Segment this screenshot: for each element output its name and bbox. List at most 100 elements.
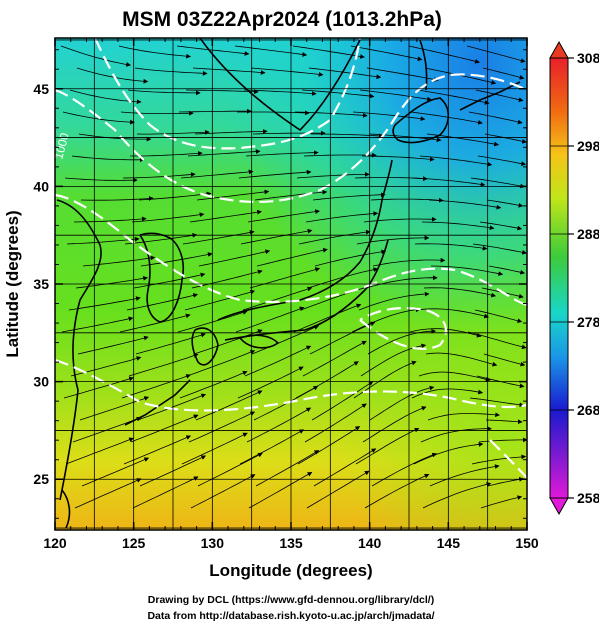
y-tick-label: 40 [33,178,49,194]
streamline [352,111,426,122]
x-tick-label: 125 [122,535,146,551]
streamline [252,130,326,136]
isobar-1008 [55,193,527,307]
streamline [176,45,250,56]
streamline [351,307,421,333]
streamline [358,291,430,311]
streamline [248,472,313,509]
streamline [466,45,526,63]
coastline-kurils [459,81,521,111]
x-tick-label: 150 [515,535,539,551]
streamline [312,192,386,201]
isobar-1012 [55,358,527,412]
isobar-contours [55,38,527,479]
streamline [292,45,365,59]
colorbar-label: 298 [577,138,599,154]
streamline [180,169,254,179]
streamline [486,199,524,208]
streamline [365,275,438,289]
streamline [256,247,328,267]
streamline [416,308,489,319]
x-tick-label: 120 [43,535,67,551]
streamline [426,133,499,147]
streamline [301,89,375,99]
streamline [130,414,199,443]
streamline [362,406,427,443]
streamline [350,45,423,62]
x-tick-label: 135 [279,535,303,551]
y-tick-label: 45 [33,81,49,97]
streamline [62,111,135,125]
streamline [249,267,321,289]
streamline [134,67,208,76]
colorbar-label: 288 [577,226,599,242]
streamline [182,230,255,245]
y-tick-label: 35 [33,276,49,292]
map-plot-area: 1000 [55,38,527,530]
coastline-russia [199,38,361,132]
streamline [303,152,377,158]
streamline [131,212,205,223]
streamline [234,45,308,57]
streamline [359,89,433,102]
streamline [421,221,495,231]
streamline [128,353,199,377]
streamline [355,427,420,465]
streamline [470,177,526,189]
streamline [72,416,142,443]
streamline [122,172,196,179]
streamline [314,249,387,267]
streamline [428,199,502,210]
colorbar-gradient [549,57,569,499]
streamline [135,332,206,355]
streamline [198,249,271,267]
streamline [240,228,313,245]
streamline [361,155,435,162]
streamline [245,150,319,157]
colorbar-bottom-triangle [549,497,569,516]
streamline [482,67,525,80]
streamline [68,296,141,311]
streamline [82,255,156,267]
streamline [243,89,317,96]
streamline [368,133,442,143]
streamline [118,45,191,59]
x-tick-label: 130 [201,535,225,551]
streamline [124,233,198,245]
streamline [356,235,430,245]
streamline [74,478,142,509]
streamline [70,356,142,377]
streamline [75,276,148,289]
streamline [137,393,207,421]
streamline [60,45,132,67]
streamline [126,293,199,311]
streamline [417,89,490,105]
streamline [64,177,138,183]
streamline [130,150,203,157]
credit-data: Data from http://database.rish.kyoto-u.a… [147,610,434,622]
streamline [246,407,312,443]
streamline [63,376,134,399]
streamline [369,385,435,421]
streamline [237,366,304,399]
streamline [408,45,480,64]
streamline [483,353,526,367]
streamline [185,89,259,95]
streamline [305,211,379,223]
streamline [195,390,263,421]
streamline [238,169,312,179]
streamline [304,403,367,443]
colorbar-top-triangle [549,40,569,59]
streamline [76,67,149,84]
streamline [472,243,527,255]
colorbar: 308 298 288 278 268 258 [549,40,599,516]
streamline [78,133,152,142]
streamline [371,452,437,487]
isobar-1016 [359,306,447,350]
streamline [189,209,262,223]
coastline-taiwan [61,489,71,529]
streamline [138,191,212,201]
streamline [77,335,149,355]
streamline [313,448,377,487]
